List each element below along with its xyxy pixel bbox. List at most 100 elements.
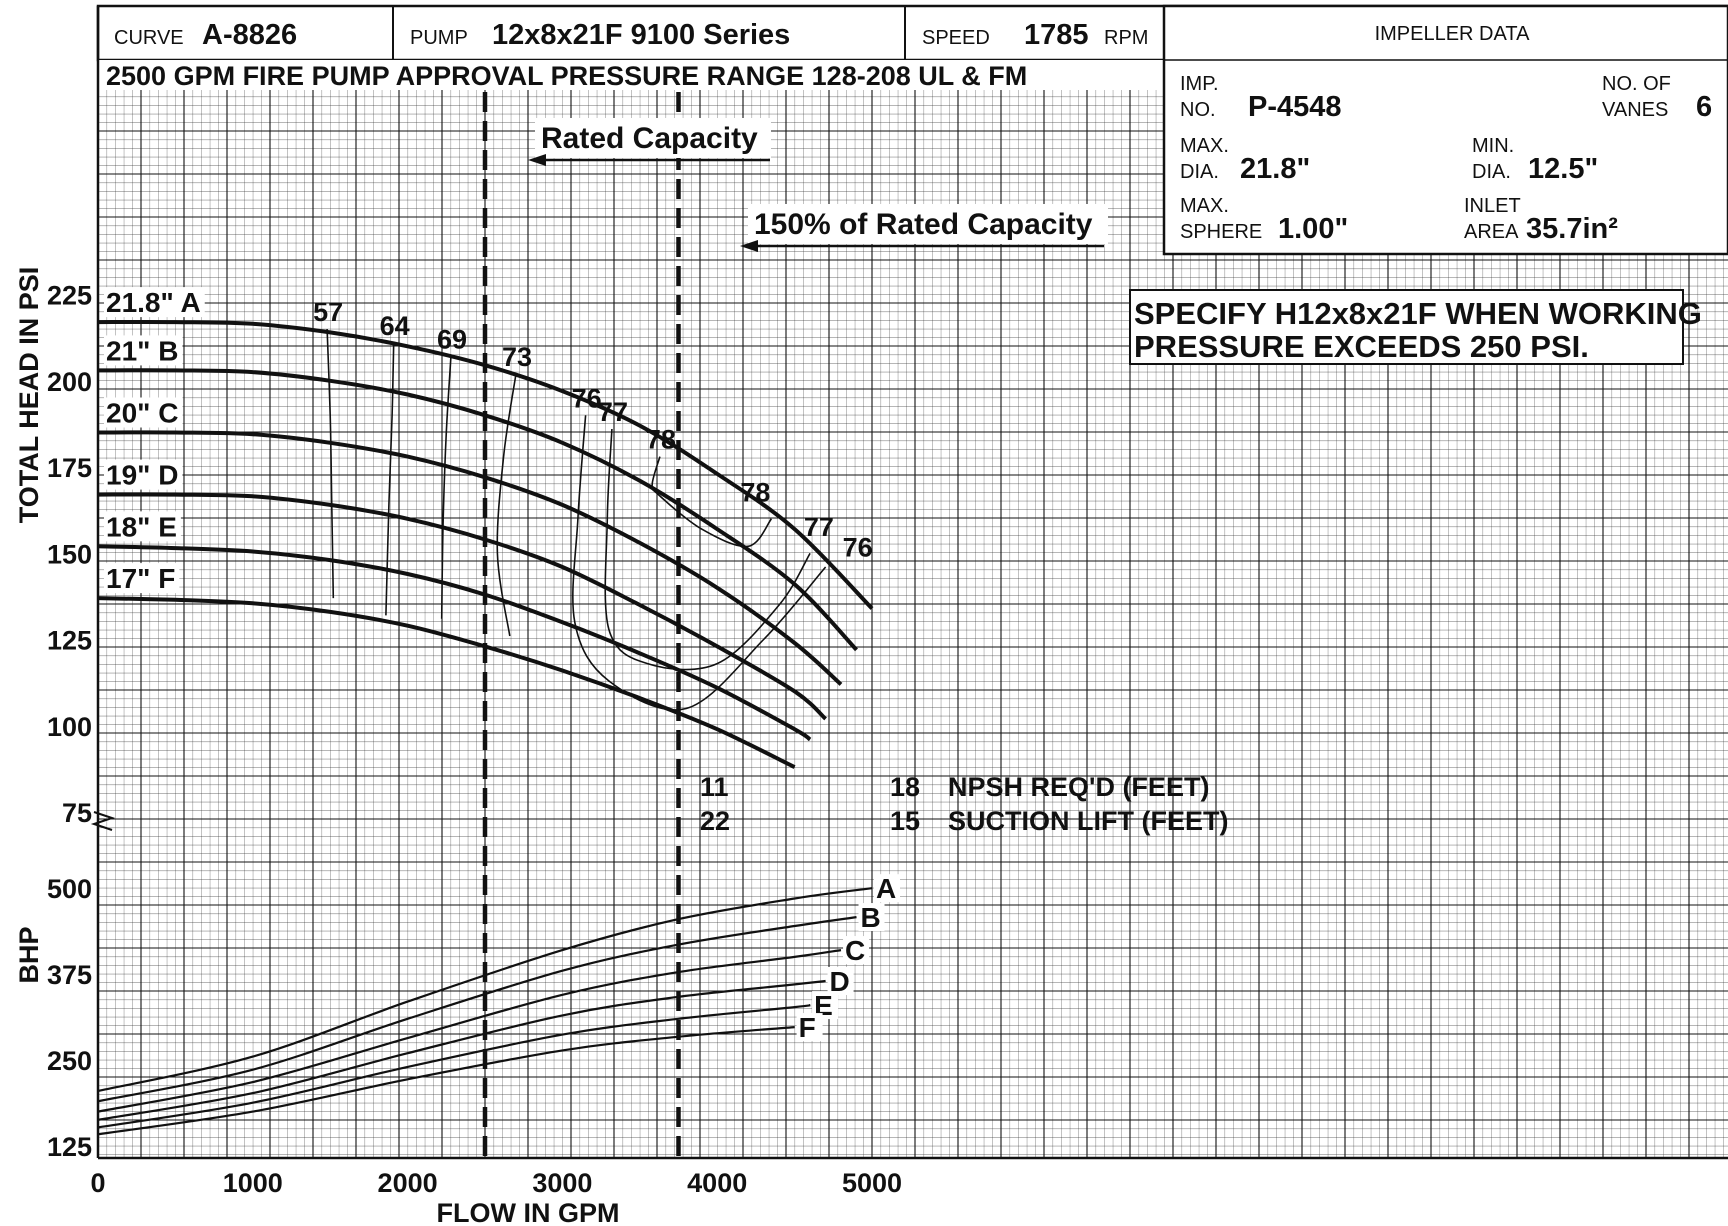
head-tick-label: 175 bbox=[47, 453, 92, 483]
head-tick-label: 125 bbox=[47, 626, 92, 656]
efficiency-contour-77 bbox=[604, 428, 811, 671]
head-curve-21B bbox=[97, 368, 858, 652]
note-line-2: PRESSURE EXCEEDS 250 PSI. bbox=[1134, 329, 1589, 364]
bhp-curve-F bbox=[97, 1026, 795, 1136]
head-curve-label-bg bbox=[104, 459, 183, 490]
efficiency-label: 57 bbox=[313, 297, 343, 327]
sphere-value: 1.00" bbox=[1278, 213, 1348, 245]
x-tick-label: 0 bbox=[90, 1168, 105, 1198]
vanes-label-1: NO. OF bbox=[1602, 73, 1671, 95]
head-curve-20C bbox=[97, 430, 843, 686]
bhp-curve-label: C bbox=[845, 935, 865, 966]
x-tick-label: 1000 bbox=[223, 1168, 283, 1198]
efficiency-contour-78 bbox=[651, 456, 773, 548]
efficiency-label: 73 bbox=[502, 342, 532, 372]
speed-label: SPEED bbox=[922, 27, 990, 49]
bhp-curve-label: B bbox=[861, 902, 881, 933]
head-tick-label: 75 bbox=[62, 798, 92, 828]
efficiency-label: 64 bbox=[380, 311, 410, 341]
head-curve-label-bg bbox=[104, 335, 183, 366]
impeller-data-box: IMPELLER DATA IMP. NO. P-4548 NO. OF VAN… bbox=[1162, 4, 1728, 256]
efficiency-contour-76 bbox=[572, 415, 827, 711]
head-curve-label: 18" E bbox=[106, 511, 177, 542]
npsh-at-rated-150: 11 bbox=[700, 772, 729, 802]
bhp-curve-label: A bbox=[876, 873, 896, 904]
rated-capacity-annotation: Rated Capacity bbox=[528, 118, 771, 166]
bhp-tick-label: 375 bbox=[47, 960, 92, 990]
vanes-value: 6 bbox=[1696, 91, 1712, 123]
inlet-label-1: INLET bbox=[1464, 195, 1521, 217]
head-axis-title: TOTAL HEAD IN PSI bbox=[14, 267, 44, 524]
x-tick-label: 2000 bbox=[378, 1168, 438, 1198]
inlet-label-2: AREA bbox=[1464, 221, 1519, 243]
max-dia-value: 21.8" bbox=[1240, 153, 1310, 185]
head-curve-218A bbox=[97, 319, 874, 610]
bhp-curve-label-bg bbox=[858, 903, 885, 932]
x-tick-label: 3000 bbox=[532, 1168, 592, 1198]
suction-at-rated-150: 22 bbox=[700, 806, 730, 836]
min-dia-label-1: MIN. bbox=[1472, 135, 1514, 157]
imp-no-value: P-4548 bbox=[1248, 91, 1342, 123]
curve-label: CURVE bbox=[114, 27, 184, 49]
head-tick-label: 225 bbox=[47, 281, 92, 311]
head-curve-18E bbox=[97, 544, 812, 742]
head-curve-label-bg bbox=[104, 397, 183, 428]
pct150-capacity-annotation: 150% of Rated Capacity bbox=[740, 204, 1108, 252]
imp-no-label-2: NO. bbox=[1180, 99, 1216, 121]
head-curve-label: 21.8" A bbox=[106, 287, 201, 318]
head-curves: 21.8" A 21" B 20" C 19" D 18" E 17" F bbox=[97, 287, 874, 769]
vanes-label-2: VANES bbox=[1602, 99, 1668, 121]
efficiency-label: 69 bbox=[437, 325, 467, 355]
bhp-tick-label: 125 bbox=[47, 1132, 92, 1162]
head-curve-label: 19" D bbox=[106, 460, 178, 491]
bhp-curve-label: D bbox=[830, 966, 850, 997]
bhp-tick-label: 250 bbox=[47, 1046, 92, 1076]
head-curve-19D bbox=[97, 492, 827, 721]
bhp-curve-A bbox=[97, 887, 873, 1093]
note-line-1: SPECIFY H12x8x21F WHEN WORKING bbox=[1134, 296, 1702, 331]
bhp-axis-title: BHP bbox=[14, 926, 44, 983]
sphere-label-1: MAX. bbox=[1180, 195, 1229, 217]
bhp-curve-label-bg bbox=[874, 874, 900, 903]
imp-no-label-1: IMP. bbox=[1180, 73, 1219, 95]
bhp-tick-label: 500 bbox=[47, 874, 92, 904]
bhp-curve-label-bg bbox=[843, 936, 870, 965]
speed-unit: RPM bbox=[1104, 27, 1148, 49]
bhp-curve-label-bg bbox=[827, 967, 854, 995]
impeller-data-title: IMPELLER DATA bbox=[1375, 23, 1531, 45]
head-curve-label: 17" F bbox=[106, 563, 175, 594]
axis-ticks: 0 1000 2000 3000 4000 5000 225 200 175 150 125 100 7… bbox=[47, 281, 902, 1199]
head-curve-label: 21" B bbox=[106, 335, 178, 366]
bhp-curve-D bbox=[97, 979, 826, 1121]
max-dia-label-1: MAX. bbox=[1180, 135, 1229, 157]
bhp-curve-label-bg bbox=[796, 1013, 823, 1042]
sphere-label-2: SPHERE bbox=[1180, 221, 1262, 243]
bhp-curve-label: F bbox=[799, 1012, 816, 1043]
bhp-curve-E bbox=[97, 1004, 811, 1129]
efficiency-contour-57 bbox=[326, 328, 335, 599]
approval-text: 2500 GPM FIRE PUMP APPROVAL PRESSURE RAN… bbox=[106, 61, 1027, 91]
npsh-annotation: 11 22 18 15 NPSH REQ'D (FEET) SUCTION LI… bbox=[700, 772, 1228, 836]
pct150-capacity-label: 150% of Rated Capacity bbox=[754, 208, 1093, 241]
speed-value: 1785 bbox=[1024, 19, 1089, 51]
efficiency-label: 77 bbox=[804, 512, 834, 542]
working-pressure-note: SPECIFY H12x8x21F WHEN WORKING PRESSURE … bbox=[1129, 289, 1702, 365]
pump-model: 12x8x21F 9100 Series bbox=[492, 19, 790, 51]
curve-number: A-8826 bbox=[202, 19, 297, 51]
suction-at-4750: 15 bbox=[890, 806, 920, 836]
inlet-area-value: 35.7in² bbox=[1526, 213, 1618, 245]
bhp-curve-B bbox=[97, 916, 857, 1103]
max-dia-label-2: DIA. bbox=[1180, 161, 1219, 183]
efficiency-contour-69 bbox=[440, 356, 452, 619]
pump-label: PUMP bbox=[410, 27, 468, 49]
head-curve-17F bbox=[97, 596, 796, 769]
x-axis-title: FLOW IN GPM bbox=[437, 1198, 620, 1226]
head-curve-label-bg bbox=[104, 511, 181, 542]
bhp-curve-C bbox=[97, 949, 842, 1113]
head-curve-label-bg bbox=[104, 287, 205, 318]
head-curve-label-bg bbox=[104, 563, 180, 594]
npsh-at-4750: 18 bbox=[890, 772, 920, 802]
